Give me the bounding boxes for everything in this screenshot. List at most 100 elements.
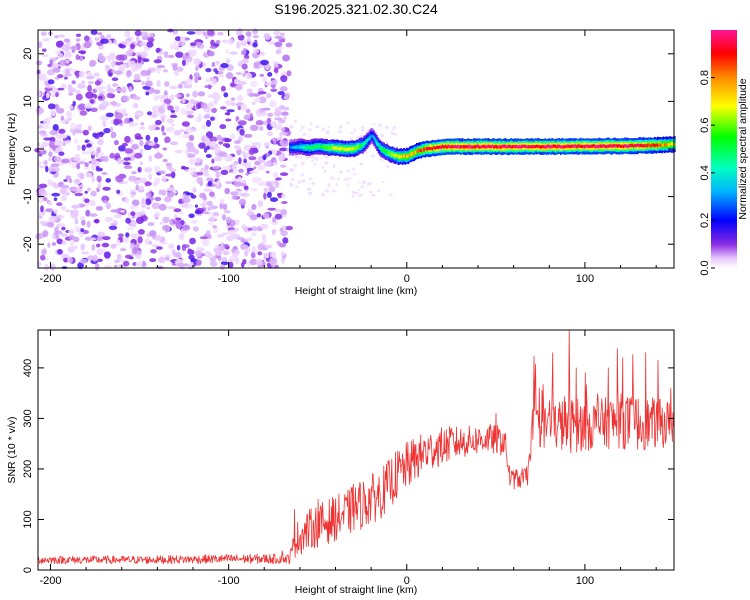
spectrogram-noise-dot: [240, 40, 247, 47]
spectrogram-noise-dot: [280, 230, 288, 237]
spectrogram-ridge-cell: [575, 145, 578, 149]
spectrogram-ridge-cell: [520, 145, 522, 149]
spectrogram-noise-dot: [47, 157, 53, 162]
spectrogram-ridge-cell: [475, 144, 478, 148]
spectrogram-ridge-cell: [304, 146, 307, 150]
spectrogram-ridge-cell: [545, 145, 548, 149]
spectrogram-noise-dot: [131, 143, 139, 150]
spectrogram-noise-dot: [280, 209, 287, 216]
spectrogram-noise-dot: [218, 74, 225, 78]
spectrogram-ridge-cell: [625, 144, 628, 148]
spectrogram-noise-dot: [86, 143, 92, 148]
spectrogram-noise-dot: [247, 247, 251, 253]
spectrogram-noise-dot: [158, 203, 167, 211]
spectrogram-noise-dot: [253, 166, 257, 170]
spectrogram-noise-dot: [128, 86, 133, 93]
spectrogram-noise-dot: [97, 258, 103, 262]
spectrogram-noise-dot: [89, 213, 98, 217]
spectrogram-noise-dot: [74, 138, 78, 144]
spectrogram-noise-dot: [201, 124, 207, 130]
spectrogram-noise-dot: [216, 179, 220, 187]
spectrogram-noise-dot: [161, 125, 165, 133]
spectrogram-noise-dot: [196, 171, 204, 176]
spectrogram-ridge-cell: [629, 143, 632, 148]
spectrogram-ridge-cell: [550, 145, 552, 149]
spectrogram-noise-dot: [131, 171, 137, 175]
spectrogram-x-tick-label: 0: [404, 273, 410, 285]
spectrogram-noise-dot: [277, 121, 282, 129]
spectrogram-noise-dot: [252, 93, 261, 97]
spectrogram-noise-dot: [213, 146, 221, 151]
spectrogram-ridge-cell: [651, 143, 653, 147]
spectrogram-noise-dot: [108, 225, 118, 231]
spectrogram-noise-dot: [207, 221, 214, 225]
spectrogram-ridge-cell: [652, 143, 655, 147]
spectrogram-noise-dot: [92, 149, 96, 156]
spectrogram-noise-dot: [300, 155, 303, 160]
spectrogram-noise-dot: [207, 180, 213, 187]
spectrogram-noise-dot: [45, 92, 50, 99]
spectrogram-noise-dot: [257, 200, 264, 208]
spectrogram-ridge-cell: [393, 154, 395, 158]
spectrogram-noise-dot: [230, 101, 236, 107]
spectrogram-noise-dot: [84, 190, 88, 194]
spectrogram-noise-dot: [189, 99, 196, 104]
spectrogram-noise-dot: [376, 189, 381, 192]
spectrogram-ridge-cell: [507, 144, 509, 148]
spectrogram-noise-dot: [56, 107, 65, 114]
spectrogram-noise-dot: [121, 86, 127, 94]
spectrogram-noise-dot: [50, 109, 56, 117]
spectrogram-ridge-cell: [373, 136, 375, 140]
spectrogram-noise-dot: [76, 188, 83, 193]
spectrogram-noise-dot: [259, 126, 264, 131]
spectrogram-noise-dot: [198, 142, 206, 149]
spectrogram-noise-dot: [129, 233, 139, 238]
spectrogram-noise-dot: [268, 185, 276, 193]
spectrogram-noise-dot: [238, 198, 247, 206]
spectrogram-x-tick-label: -100: [218, 273, 240, 285]
spectrogram-noise-dot: [166, 118, 174, 124]
spectrogram-ridge-cell: [615, 144, 618, 148]
spectrogram-noise-dot: [86, 220, 91, 228]
spectrogram-noise-dot: [269, 257, 278, 265]
spectrogram-noise-dot: [185, 126, 194, 134]
spectrogram-noise-dot: [261, 233, 266, 240]
spectrogram-ridge-cell: [655, 143, 658, 147]
spectrogram-ridge-cell: [366, 138, 368, 143]
spectrogram-ridge-cell: [434, 146, 437, 150]
spectrogram-noise-dot: [87, 125, 92, 132]
spectrogram-noise-dot: [181, 244, 187, 252]
spectrogram-noise-dot: [241, 63, 248, 70]
spectrogram-noise-dot: [224, 137, 229, 142]
spectrogram-noise-dot: [213, 227, 219, 234]
spectrogram-noise-dot: [212, 211, 220, 217]
spectrogram-noise-dot: [393, 133, 398, 136]
spectrogram-ridge-cell: [588, 144, 591, 149]
spectrogram-ridge-cell: [354, 147, 357, 151]
spectrogram-ridge-cell: [314, 144, 317, 149]
spectrogram-ridge-cell: [599, 144, 602, 148]
spectrogram-noise-dot: [291, 178, 294, 182]
spectrogram-noise-dot: [350, 131, 354, 135]
spectrogram-noise-dot: [346, 183, 349, 188]
spectrogram-ridge-cell: [383, 148, 385, 152]
spectrogram-noise-dot: [155, 47, 161, 54]
spectrogram-ridge-cell: [428, 147, 431, 151]
spectrogram-ridge-cell: [344, 147, 347, 152]
spectrogram-noise-dot: [202, 199, 207, 205]
spectrogram-ridge-cell: [370, 134, 373, 138]
spectrogram-ridge-cell: [504, 144, 507, 148]
spectrogram-ridge-cell: [497, 145, 499, 149]
spectrogram-noise-dot: [225, 100, 232, 107]
spectrogram-noise-dot: [244, 185, 249, 190]
spectrogram-noise-dot: [156, 246, 163, 250]
spectrogram-noise-dot: [362, 180, 367, 185]
spectrogram-noise-dot: [169, 94, 175, 101]
spectrogram-noise-dot: [194, 209, 202, 215]
spectrogram-noise-dot: [56, 202, 63, 207]
spectrogram-noise-dot: [177, 40, 186, 47]
spectrogram-noise-dot: [274, 181, 280, 188]
spectrogram-noise-dot: [193, 58, 202, 66]
spectrogram-noise-dot: [114, 88, 124, 92]
spectrogram-noise-dot: [325, 131, 330, 135]
